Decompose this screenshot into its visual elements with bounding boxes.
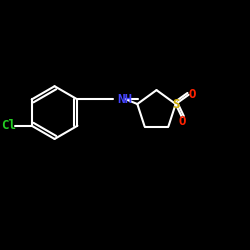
Text: S: S xyxy=(172,98,180,110)
Text: O: O xyxy=(178,115,186,128)
Text: NH: NH xyxy=(118,93,133,106)
Text: O: O xyxy=(189,88,196,101)
Text: Cl: Cl xyxy=(2,119,16,132)
